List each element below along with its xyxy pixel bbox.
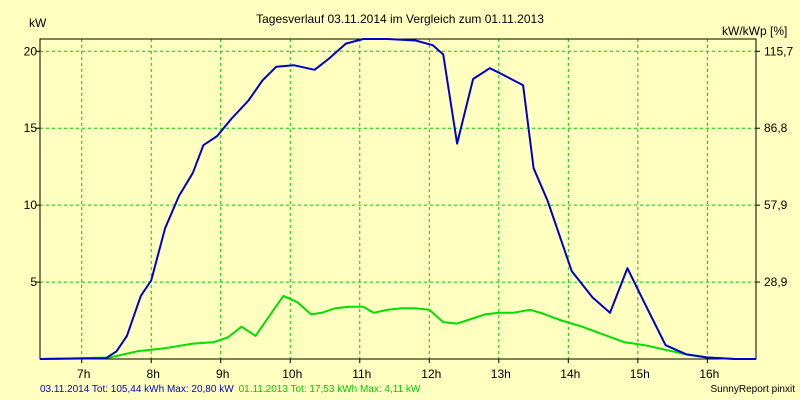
y-tick-label-15: 15: [24, 121, 38, 135]
x-tick-label-11h: 11h: [352, 367, 371, 381]
x-tick-label-12h: 12h: [421, 367, 441, 381]
series-line-03.11.2014: [39, 38, 756, 360]
x-tick-label-10h: 10h: [282, 367, 302, 381]
x-tick-label-15h: 15h: [630, 367, 650, 381]
legend-series-2013: 01.11.2013 Tot: 17,53 kWh Max: 4,11 kW: [239, 384, 421, 395]
y-tick-label-5: 5: [30, 275, 37, 289]
x-tick-label-9h: 9h: [216, 367, 229, 381]
plot-area: [40, 39, 756, 359]
left-axis-unit: kW: [29, 16, 47, 30]
chart-title: Tagesverlauf 03.11.2014 im Vergleich zum…: [256, 12, 544, 26]
x-tick-label-16h: 16h: [699, 367, 719, 381]
y2-tick-label-57,9: 57,9: [764, 198, 788, 212]
brand-credit: SunnyReport pinxit: [711, 384, 796, 395]
series-line-01.11.2013: [39, 294, 756, 360]
right-axis-unit: kW/kWp [%]: [722, 24, 787, 38]
y2-tick-label-28,9: 28,9: [764, 275, 788, 289]
x-tick-label-13h: 13h: [491, 367, 511, 381]
x-tick-label-14h: 14h: [560, 367, 580, 381]
x-tick-label-7h: 7h: [77, 367, 90, 381]
y-tick-label-20: 20: [24, 44, 38, 58]
y-tick-label-10: 10: [24, 198, 38, 212]
legend-series-2014: 03.11.2014 Tot: 105,44 kWh Max: 20,80 kW: [40, 384, 234, 395]
x-tick-label-8h: 8h: [147, 367, 160, 381]
y2-tick-label-86,8: 86,8: [764, 121, 788, 135]
y2-tick-label-115,7: 115,7: [764, 44, 793, 58]
